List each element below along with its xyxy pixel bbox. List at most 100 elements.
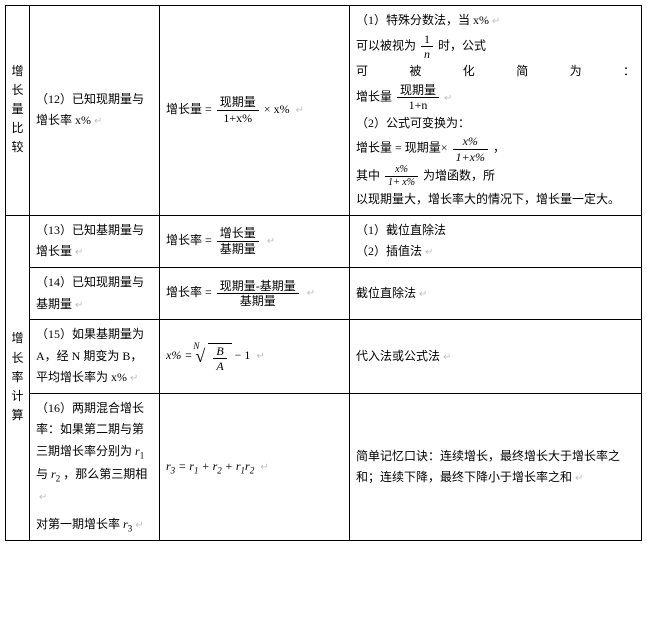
row16-formula-cell: r3 = r1 + r2 + r1r2 ↵ — [160, 393, 350, 541]
row12-n1-frac-num: 1 — [421, 32, 433, 47]
row-12: 增长量比较 （12）已知现期量与增长率 x%↵ 增长量 = 现期量 1+x% ×… — [6, 6, 642, 216]
row15-root-body: B A — [208, 343, 231, 374]
row15-desc: （15）如果基期量为 A，经 N 期变为 B，平均增长率为 x% — [36, 327, 144, 384]
row12-desc: （12）已知现期量与增长率 x% — [36, 92, 144, 128]
row-13: 增长率计算 （13）已知基期量与增长量↵ 增长率 = 增长量 基期量 ↵ （1）… — [6, 215, 642, 267]
row12-n1-f2-frac: 现期量 1+n — [397, 83, 439, 113]
root-icon: N √ B A — [195, 340, 231, 374]
row14-den: 基期量 — [217, 294, 299, 308]
row13-formula-cell: 增长率 = 增长量 基期量 ↵ — [160, 215, 350, 267]
row12-n3-frac: x% 1+ x% — [385, 164, 418, 189]
row15-root-frac: B A — [213, 344, 226, 374]
row12-notes-cell: （1）特殊分数法，当 x%↵ 可以被视为 1 n 时，公式 可被化简为： 增长量… — [350, 6, 642, 216]
row13-frac: 增长量 基期量 — [217, 226, 259, 256]
row15-root-idx: N — [193, 338, 199, 354]
para-mark-icon: ↵ — [444, 93, 452, 104]
para-mark-icon: ↵ — [296, 105, 304, 116]
para-mark-icon: ↵ — [492, 16, 500, 27]
row16-desc-b: ，那么第三期相 — [63, 467, 147, 481]
row16-f-lhs-sub: 3 — [171, 465, 176, 475]
para-mark-icon: ↵ — [75, 300, 83, 311]
row13-note2-text: （2）插值法 — [356, 244, 422, 258]
row16-f-plus1: + — [201, 459, 212, 473]
row13-desc: （13）已知基期量与增长量 — [36, 223, 144, 259]
section2-header: 增长率计算 — [6, 215, 30, 541]
para-mark-icon: ↵ — [419, 289, 427, 300]
row12-n3-num: x% — [385, 164, 418, 177]
row12-n1-mida: 可以被视为 — [356, 38, 416, 52]
row-15: （15）如果基期量为 A，经 N 期变为 B，平均增长率为 x% ↵ x% = N… — [6, 320, 642, 394]
row16-r2-sub: 2 — [56, 473, 61, 483]
row16-f-plus2: + — [225, 459, 236, 473]
row16-f-eq: = — [178, 459, 189, 473]
para-mark-icon: ↵ — [443, 352, 451, 363]
row16-f-t2-sub: 2 — [217, 465, 222, 475]
row16-notes-cell: 简单记忆口诀：连续增长，最终增长大于增长率之和；连续下降，最终下降小于增长率之和… — [350, 393, 642, 541]
row12-frac-num: 现期量 — [217, 95, 259, 110]
row-16: （16）两期混合增长率：如果第二期与第三期增长率分别为 r1 与 r2 ，那么第… — [6, 393, 642, 541]
row12-note2-line1: （2）公式可变换为： — [356, 113, 635, 135]
row12-formula-cell: 增长量 = 现期量 1+x% × x% ↵ — [160, 6, 350, 216]
row15-suffix: − 1 — [235, 348, 251, 362]
spacer — [36, 508, 153, 514]
row14-desc-cell: （14）已知现期量与基期量↵ — [30, 267, 160, 319]
row14-num: 现期量-基期量 — [217, 279, 299, 294]
para-mark-icon: ↵ — [256, 351, 264, 362]
row15-lhs: x% = — [166, 348, 192, 362]
row12-note1-formula2: 增长量 现期量 1+n ↵ — [356, 83, 635, 113]
row12-frac: 现期量 1+x% — [217, 95, 259, 125]
para-mark-icon: ↵ — [575, 473, 583, 484]
row13-num: 增长量 — [217, 226, 259, 241]
row13-notes-cell: （1）截位直除法 （2）插值法↵ — [350, 215, 642, 267]
formula-table: 增长量比较 （12）已知现期量与增长率 x%↵ 增长量 = 现期量 1+x% ×… — [5, 5, 642, 541]
row12-n1-midb: 时，公式 — [438, 38, 486, 52]
para-mark-icon: ↵ — [260, 462, 268, 473]
row13-note1: （1）截位直除法 — [356, 220, 635, 242]
row12-note1-line3: 可被化简为： — [356, 61, 635, 83]
row15-root-num: B — [213, 344, 226, 359]
row12-n3-b: 为增函数，所 — [423, 168, 495, 182]
row15-root-den: A — [213, 359, 226, 373]
section1-header-text: 增长量比较 — [12, 62, 24, 158]
row13-desc-cell: （13）已知基期量与增长量↵ — [30, 215, 160, 267]
row14-notes: 截位直除法 — [356, 286, 416, 300]
row12-note3: 其中 x% 1+ x% 为增函数，所 — [356, 164, 635, 189]
row15-formula: x% = N √ B A − 1 — [166, 348, 253, 362]
row14-formula-label: 增长率 = — [166, 285, 212, 299]
row16-r3-sub: 3 — [128, 523, 133, 533]
row12-formula-label: 增长量 = — [166, 102, 212, 116]
row16-formula: r3 = r1 + r2 + r1r2 — [166, 459, 257, 473]
row16-f-t3b-sub: 2 — [250, 465, 255, 475]
row16-desc-a: （16）两期混合增长率：如果第二期与第三期增长率分别为 — [36, 401, 144, 458]
row13-note2: （2）插值法↵ — [356, 241, 635, 263]
row12-formula: 增长量 = 现期量 1+x% × x% — [166, 102, 293, 116]
row13-formula-label: 增长率 = — [166, 233, 212, 247]
row16-and: 与 — [36, 467, 48, 481]
row12-frac-den: 1+x% — [217, 111, 259, 125]
row12-n1-frac: 1 n — [421, 32, 433, 62]
row14-frac: 现期量-基期量 基期量 — [217, 279, 299, 309]
row14-formula-cell: 增长率 = 现期量-基期量 基期量 ↵ — [160, 267, 350, 319]
row13-formula: 增长率 = 增长量 基期量 — [166, 233, 264, 247]
row15-formula-cell: x% = N √ B A − 1 ↵ — [160, 320, 350, 394]
row16-f-t1-sub: 1 — [194, 465, 199, 475]
row12-n1-frac-den: n — [421, 47, 433, 61]
row12-desc-cell: （12）已知现期量与增长率 x%↵ — [30, 6, 160, 216]
row12-n3-a: 其中 — [356, 168, 380, 182]
row12-n3-den: 1+ x% — [385, 177, 418, 189]
section1-header: 增长量比较 — [6, 6, 30, 216]
row16-desc-cell: （16）两期混合增长率：如果第二期与第三期增长率分别为 r1 与 r2 ，那么第… — [30, 393, 160, 541]
row12-note1-line2: 可以被视为 1 n 时，公式 — [356, 32, 635, 62]
para-mark-icon: ↵ — [267, 236, 275, 247]
row13-den: 基期量 — [217, 242, 259, 256]
para-mark-icon: ↵ — [39, 492, 47, 503]
row12-n2-frac: x% 1+x% — [453, 134, 488, 164]
row12-n1-f2-den: 1+n — [397, 98, 439, 112]
para-mark-icon: ↵ — [135, 520, 143, 531]
row12-n1-prefix: （1）特殊分数法，当 x% — [356, 13, 489, 27]
section2-header-text: 增长率计算 — [12, 329, 24, 425]
row12-note1-line1: （1）特殊分数法，当 x%↵ — [356, 10, 635, 32]
para-mark-icon: ↵ — [94, 116, 102, 127]
row14-desc: （14）已知现期量与基期量 — [36, 275, 144, 311]
row12-n1-f2-label: 增长量 — [356, 90, 392, 104]
